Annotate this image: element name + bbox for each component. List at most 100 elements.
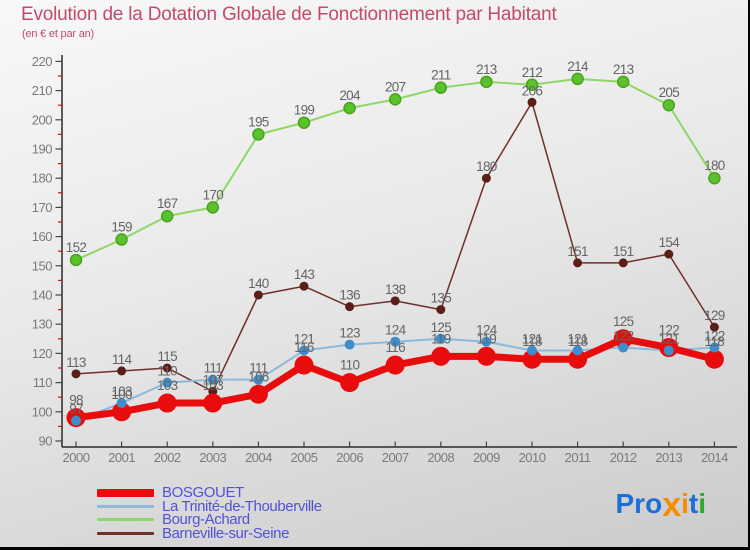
data-point xyxy=(390,336,401,347)
data-label: 199 xyxy=(294,103,315,118)
data-point xyxy=(481,336,492,347)
x-tick-label: 2009 xyxy=(473,450,500,465)
data-label: 124 xyxy=(385,323,407,338)
data-label: 115 xyxy=(157,349,177,364)
data-label: 119 xyxy=(431,331,451,346)
data-point xyxy=(71,369,81,379)
y-tick-label: 130 xyxy=(32,317,52,332)
y-tick-label: 110 xyxy=(33,375,52,390)
data-label: 118 xyxy=(522,334,542,349)
data-label: 113 xyxy=(66,355,86,370)
data-point xyxy=(572,345,583,356)
data-point xyxy=(297,116,311,129)
legend-item-la-trinite: La Trinité-de-Thouberville xyxy=(97,499,322,514)
x-tick-label: 2001 xyxy=(108,450,135,465)
data-point xyxy=(664,249,674,259)
data-point xyxy=(253,374,264,385)
x-tick-label: 2004 xyxy=(245,450,272,465)
logo-letter: r xyxy=(634,488,646,519)
data-label: 143 xyxy=(294,267,315,282)
data-point xyxy=(704,349,724,369)
data-label: 106 xyxy=(248,369,269,384)
data-label: 125 xyxy=(431,320,452,335)
data-point xyxy=(480,75,493,89)
chart-subtitle: (en € et par an) xyxy=(22,28,95,40)
data-point xyxy=(207,374,218,385)
x-tick-label: 2012 xyxy=(610,450,637,465)
series-line-2 xyxy=(75,77,716,261)
data-point xyxy=(618,342,629,353)
legend-swatch-barneville xyxy=(97,531,154,535)
data-label: 122 xyxy=(659,323,680,338)
legend-label-bosgouet: BOSGOUET xyxy=(162,484,244,502)
logo-letter: i xyxy=(698,488,706,519)
x-tick-label: 2008 xyxy=(427,450,454,465)
data-point xyxy=(252,128,265,141)
y-tick-label: 140 xyxy=(32,288,52,303)
data-point xyxy=(618,258,628,268)
data-label: 123 xyxy=(339,326,360,341)
y-tick-label: 170 xyxy=(32,200,52,215)
y-tick-label: 180 xyxy=(32,171,52,186)
x-tick-label: 2011 xyxy=(565,450,591,465)
data-label: 122 xyxy=(704,329,725,344)
data-label: 206 xyxy=(522,83,543,98)
data-label: 213 xyxy=(476,62,497,77)
x-tick-label: 2010 xyxy=(519,450,546,465)
data-point xyxy=(613,329,633,349)
data-point xyxy=(435,333,446,344)
data-label: 213 xyxy=(613,62,634,77)
data-point xyxy=(340,373,360,393)
legend-item-bosgouet: BOSGOUET xyxy=(97,484,322,502)
data-point xyxy=(390,296,400,306)
data-point xyxy=(709,322,719,332)
data-point xyxy=(431,346,451,366)
legend: BOSGOUET La Trinité-de-Thouberville Bour… xyxy=(97,484,322,541)
data-label: 159 xyxy=(111,220,132,235)
data-point xyxy=(476,346,496,366)
data-label: 204 xyxy=(339,88,361,103)
data-point xyxy=(248,384,268,404)
logo-letter: P xyxy=(615,488,635,519)
logo-x-glyph: x xyxy=(662,486,682,524)
data-label: 154 xyxy=(659,235,681,250)
data-label: 121 xyxy=(522,331,543,346)
data-point xyxy=(206,201,220,214)
data-label: 129 xyxy=(704,308,725,323)
data-label: 138 xyxy=(385,282,406,297)
data-label: 98 xyxy=(69,393,83,408)
logo-letter: i xyxy=(681,488,689,519)
data-label: 151 xyxy=(567,244,588,259)
y-tick-label: 220 xyxy=(32,54,52,69)
data-label: 107 xyxy=(203,372,224,387)
x-tick-label: 2003 xyxy=(199,450,226,465)
data-point xyxy=(253,290,263,300)
data-point xyxy=(481,173,491,183)
data-label: 116 xyxy=(385,340,405,355)
data-label: 167 xyxy=(157,196,178,211)
data-label: 100 xyxy=(111,387,132,402)
data-point xyxy=(299,281,309,291)
data-label: 119 xyxy=(477,331,497,346)
legend-label-bourg-achard: Bourg-Achard xyxy=(162,511,250,529)
data-point xyxy=(436,305,446,315)
data-point xyxy=(527,345,537,356)
data-label: 110 xyxy=(340,358,360,373)
data-label: 211 xyxy=(431,68,451,83)
data-label: 103 xyxy=(157,378,178,393)
data-point xyxy=(616,75,630,89)
data-label: 205 xyxy=(659,85,680,100)
data-point xyxy=(571,72,584,86)
x-tick-label: 2007 xyxy=(382,450,409,465)
data-point xyxy=(294,355,314,375)
legend-swatch-la-trinite xyxy=(97,504,154,508)
data-point xyxy=(385,355,405,375)
data-point xyxy=(344,339,355,350)
data-point xyxy=(663,345,674,356)
legend-swatch-bosgouet xyxy=(97,488,154,497)
data-label: 111 xyxy=(204,361,223,376)
y-tick-label: 210 xyxy=(32,83,52,98)
data-point xyxy=(208,386,218,396)
data-label: 121 xyxy=(294,331,315,346)
